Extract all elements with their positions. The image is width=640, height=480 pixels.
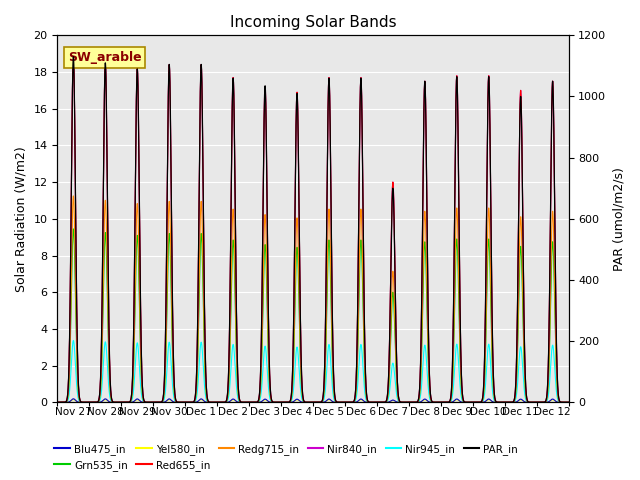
Text: SW_arable: SW_arable bbox=[68, 51, 141, 64]
Title: Incoming Solar Bands: Incoming Solar Bands bbox=[230, 15, 396, 30]
Legend: Blu475_in, Grn535_in, Yel580_in, Red655_in, Redg715_in, Nir840_in, Nir945_in, PA: Blu475_in, Grn535_in, Yel580_in, Red655_… bbox=[50, 439, 522, 475]
Y-axis label: Solar Radiation (W/m2): Solar Radiation (W/m2) bbox=[15, 146, 28, 292]
Y-axis label: PAR (umol/m2/s): PAR (umol/m2/s) bbox=[612, 167, 625, 271]
